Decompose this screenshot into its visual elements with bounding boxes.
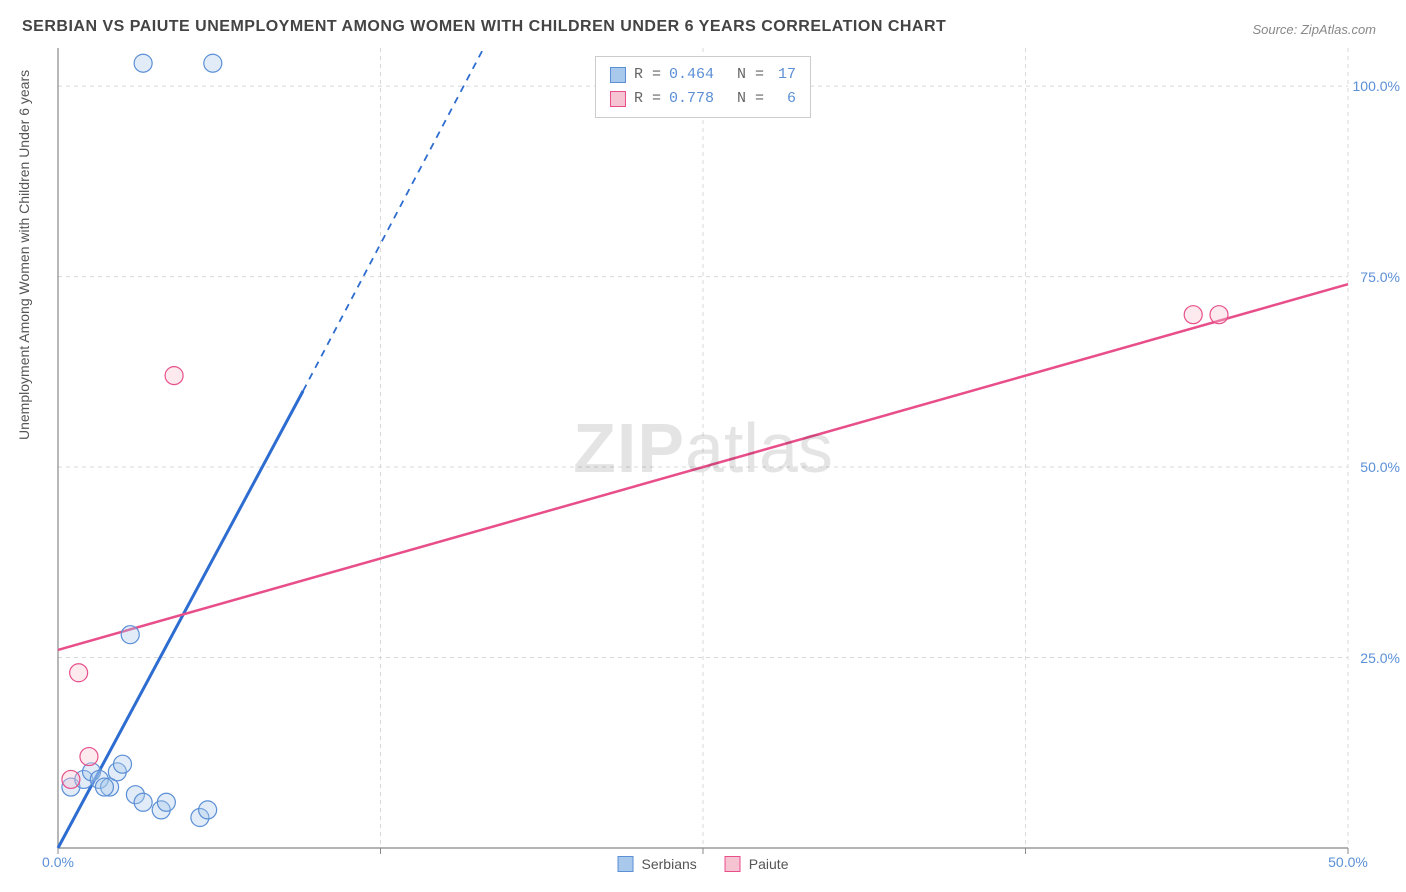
n-label: N = xyxy=(737,63,764,87)
n-value-paiute: 6 xyxy=(772,87,796,111)
x-tick-label: 50.0% xyxy=(1328,854,1368,870)
n-label: N = xyxy=(737,87,764,111)
swatch-paiute xyxy=(725,856,741,872)
chart-title: SERBIAN VS PAIUTE UNEMPLOYMENT AMONG WOM… xyxy=(22,18,946,36)
r-value-serbians: 0.464 xyxy=(669,63,719,87)
correlation-legend: R = 0.464 N = 17 R = 0.778 N = 6 xyxy=(595,56,811,118)
n-value-serbians: 17 xyxy=(772,63,796,87)
y-tick-label: 75.0% xyxy=(1360,269,1400,285)
legend-row-serbians: R = 0.464 N = 17 xyxy=(610,63,796,87)
y-tick-label: 25.0% xyxy=(1360,650,1400,666)
r-label: R = xyxy=(634,63,661,87)
legend-item-paiute: Paiute xyxy=(725,856,789,872)
swatch-serbians xyxy=(618,856,634,872)
source-attribution: Source: ZipAtlas.com xyxy=(1252,22,1376,37)
scatter-chart-svg xyxy=(58,48,1348,848)
legend-item-serbians: Serbians xyxy=(618,856,697,872)
swatch-paiute xyxy=(610,91,626,107)
y-tick-label: 100.0% xyxy=(1353,78,1400,94)
y-tick-label: 50.0% xyxy=(1360,459,1400,475)
legend-label-serbians: Serbians xyxy=(642,856,697,872)
x-tick-label: 0.0% xyxy=(42,854,74,870)
swatch-serbians xyxy=(610,67,626,83)
legend-label-paiute: Paiute xyxy=(749,856,789,872)
series-legend: Serbians Paiute xyxy=(618,856,789,872)
legend-row-paiute: R = 0.778 N = 6 xyxy=(610,87,796,111)
r-value-paiute: 0.778 xyxy=(669,87,719,111)
y-axis-label: Unemployment Among Women with Children U… xyxy=(16,70,32,440)
r-label: R = xyxy=(634,87,661,111)
chart-area: ZIPatlas R = 0.464 N = 17 R = 0.778 N = … xyxy=(58,48,1348,848)
